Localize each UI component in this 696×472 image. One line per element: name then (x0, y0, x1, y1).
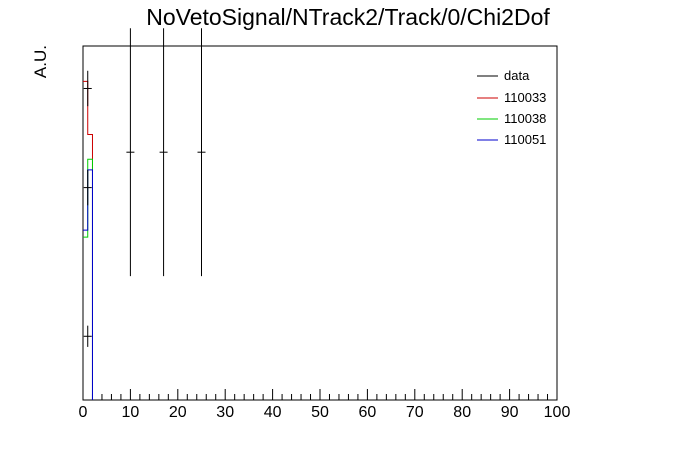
x-tick-label: 20 (169, 404, 187, 421)
data-point (126, 28, 135, 277)
legend-entry-110033: 110033 (477, 90, 546, 105)
plot-frame (82, 45, 558, 401)
series-hist-110033 (83, 80, 93, 400)
chart-title: NoVetoSignal/NTrack2/Track/0/Chi2Dof (146, 4, 550, 30)
y-axis-label: A.U. (31, 45, 50, 78)
legend-label: 110033 (504, 90, 546, 105)
x-tick-label: 100 (544, 404, 571, 421)
legend-entry-110038: 110038 (477, 111, 546, 126)
x-tick-label: 80 (453, 404, 471, 421)
data-point (83, 70, 92, 107)
x-tick-label: 30 (216, 404, 234, 421)
x-axis-tick-labels: 0 10 20 30 40 50 60 70 80 90 100 (79, 404, 571, 421)
series-points-data (83, 28, 206, 347)
x-tick-label: 0 (79, 404, 88, 421)
x-tick-label: 50 (311, 404, 329, 421)
x-axis-ticks (82, 389, 558, 400)
legend-label: 110051 (504, 132, 546, 147)
data-point (159, 28, 168, 277)
series-layer (83, 28, 206, 400)
legend: data 110033 110038 110051 (477, 68, 546, 147)
data-point (83, 325, 92, 347)
data-point (83, 169, 92, 206)
legend-label: 110038 (504, 111, 546, 126)
x-tick-label: 40 (264, 404, 282, 421)
x-tick-label: 60 (359, 404, 377, 421)
x-tick-label: 70 (406, 404, 424, 421)
x-tick-label: 10 (122, 404, 140, 421)
x-tick-label: 90 (501, 404, 519, 421)
legend-entry-110051: 110051 (477, 132, 546, 147)
legend-label: data (504, 68, 530, 83)
legend-entry-data: data (477, 68, 530, 83)
data-point (197, 28, 206, 277)
